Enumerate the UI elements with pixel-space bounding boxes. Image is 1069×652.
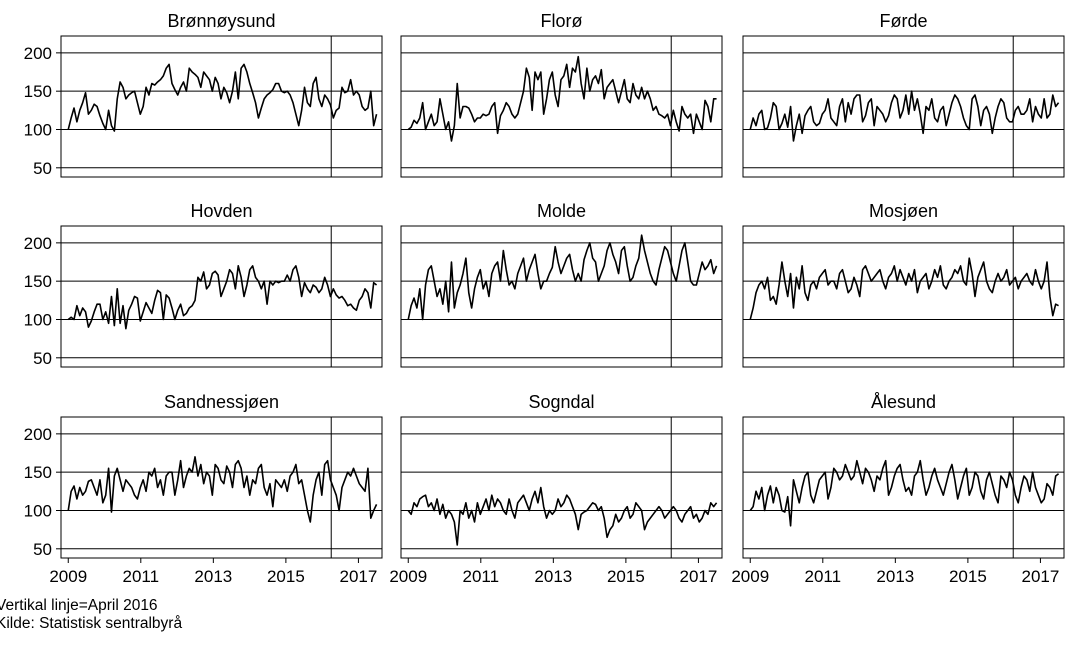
x-tick-label: 2017 xyxy=(680,567,718,586)
footnote-source: Kilde: Statistisk sentralbyrå xyxy=(0,615,183,632)
panel-title: Mosjøen xyxy=(869,201,938,221)
panel-frame xyxy=(742,35,1065,178)
panel-title: Florø xyxy=(541,11,583,31)
series-line xyxy=(67,63,378,132)
panel-sandnessjøen: Sandnessjøen 50 100 150 200 2009 2011 2013 2015 2… xyxy=(24,392,383,586)
x-tick-label: 2017 xyxy=(340,567,378,586)
y-tick-label: 150 xyxy=(24,272,52,291)
panel-hovden: Hovden 50 100 150 200 xyxy=(24,201,383,368)
y-tick-label: 50 xyxy=(33,349,52,368)
x-tick-label: 2009 xyxy=(731,567,769,586)
x-tick-label: 2013 xyxy=(534,567,572,586)
panel-title: Sogndal xyxy=(528,392,594,412)
panel-title: Førde xyxy=(879,11,927,31)
x-tick-label: 2015 xyxy=(949,567,987,586)
panel-frame xyxy=(60,225,383,368)
x-tick-label: 2017 xyxy=(1022,567,1060,586)
x-tick-label: 2015 xyxy=(607,567,645,586)
panel-brønnøysund: Brønnøysund 50 100 150 200 xyxy=(24,11,383,178)
panel-frame xyxy=(400,416,723,559)
y-tick-label: 100 xyxy=(24,501,52,520)
x-tick-label: 2013 xyxy=(876,567,914,586)
y-tick-label: 50 xyxy=(33,540,52,559)
panel-title: Ålesund xyxy=(871,392,936,412)
panel-title: Molde xyxy=(537,201,586,221)
x-tick-label: 2009 xyxy=(389,567,427,586)
panel-førde: Førde xyxy=(742,11,1065,178)
panel-sogndal: Sogndal 2009 2011 2013 2015 2017 xyxy=(389,392,723,586)
y-tick-label: 200 xyxy=(24,234,52,253)
y-tick-label: 200 xyxy=(24,425,52,444)
series-line xyxy=(67,265,378,330)
panel-frame xyxy=(60,416,383,559)
panel-frame xyxy=(400,225,723,368)
series-line xyxy=(407,234,718,321)
panel-title: Brønnøysund xyxy=(167,11,275,31)
panel-frame xyxy=(742,225,1065,368)
panel-frame xyxy=(60,35,383,178)
series-line xyxy=(407,486,718,546)
x-tick-label: 2011 xyxy=(123,567,160,586)
x-tick-label: 2011 xyxy=(463,567,500,586)
y-tick-label: 50 xyxy=(33,159,52,178)
y-tick-label: 200 xyxy=(24,44,52,63)
y-tick-label: 150 xyxy=(24,82,52,101)
x-tick-label: 2013 xyxy=(194,567,232,586)
panel-molde: Molde xyxy=(400,201,723,368)
series-line xyxy=(749,257,1059,320)
series-line xyxy=(67,456,378,523)
y-tick-label: 150 xyxy=(24,463,52,482)
panel-title: Hovden xyxy=(190,201,252,221)
series-line xyxy=(749,459,1060,527)
footnote-vertical-line: Vertikal linje=April 2016 xyxy=(0,597,158,614)
y-tick-label: 100 xyxy=(24,120,52,139)
panel-ålesund: Ålesund 2009 2011 2013 2015 2017 xyxy=(731,392,1065,586)
x-tick-label: 2015 xyxy=(267,567,305,586)
series-line xyxy=(749,90,1060,142)
x-tick-label: 2009 xyxy=(49,567,87,586)
series-line xyxy=(407,55,717,142)
panel-frame xyxy=(742,416,1065,559)
panel-mosjøen: Mosjøen xyxy=(742,201,1065,368)
panel-title: Sandnessjøen xyxy=(164,392,279,412)
panel-florø: Florø xyxy=(400,11,723,178)
y-tick-label: 100 xyxy=(24,310,52,329)
x-tick-label: 2011 xyxy=(805,567,842,586)
panel-frame xyxy=(400,35,723,178)
